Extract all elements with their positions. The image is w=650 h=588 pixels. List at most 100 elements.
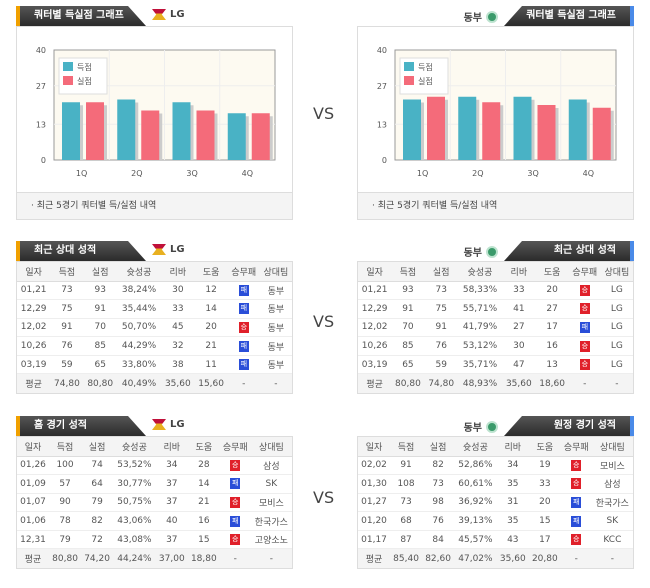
table-cell: LG [600, 281, 633, 301]
table-cell: 65 [391, 355, 425, 375]
table-cell: 57 [49, 474, 82, 494]
average-cell: 평균 [17, 548, 50, 568]
legend-label-conceded: 실점 [77, 76, 92, 86]
result-cell: 승 [568, 299, 601, 319]
table-cell: 15 [187, 530, 220, 550]
table-cell: 60,61% [454, 474, 497, 494]
legend-swatch-scored [63, 62, 73, 71]
table-cell: 73 [424, 281, 458, 301]
average-cell: 15,60 [194, 373, 228, 393]
table-cell: 98 [422, 493, 455, 513]
result-badge: 패 [238, 340, 249, 352]
table-cell: 93 [83, 281, 117, 301]
legend-label-scored: 득점 [418, 62, 433, 72]
table-cell: 68 [390, 511, 423, 531]
table-cell: 30 [502, 336, 536, 356]
x-tick-label: 2Q [472, 169, 483, 178]
table-cell: 01,09 [17, 474, 50, 494]
table-cell: 모비스 [591, 456, 633, 476]
table-row: 12,02 91 70 50,70% 45 20 승 동부 [17, 318, 292, 338]
column-header: 리바 [155, 437, 188, 457]
table-cell: LG [600, 299, 633, 319]
table-row: 01,09 57 64 30,77% 37 14 패 SK [17, 474, 292, 494]
table-cell: 45 [161, 318, 195, 338]
table-cell: 39,13% [454, 511, 497, 531]
table-cell: 01,20 [358, 511, 391, 531]
average-cell: - [591, 548, 633, 568]
table-cell: 12,02 [358, 318, 392, 338]
table-cell: 12,29 [17, 299, 51, 319]
column-header: 승무패 [560, 437, 592, 457]
table-cell: 13 [535, 355, 569, 375]
table-row: 12,29 91 75 55,71% 41 27 승 LG [358, 299, 633, 319]
table-cell: 40 [155, 511, 188, 531]
average-cell: 18,60 [535, 373, 569, 393]
result-cell: 패 [227, 281, 260, 301]
column-header: 상대팀 [591, 437, 633, 457]
result-badge: 패 [230, 515, 241, 527]
table-cell: 55,71% [457, 299, 503, 319]
column-header: 일자 [17, 262, 51, 282]
average-cell: 평균 [17, 373, 51, 393]
result-cell: 패 [560, 511, 592, 531]
result-badge: 승 [579, 340, 590, 352]
chart-footer: · 최근 5경기 쿼터별 득/실점 내역 [358, 192, 633, 219]
table-cell: 27 [502, 318, 536, 338]
table-cell: 78 [49, 511, 82, 531]
table-cell: 85 [83, 336, 117, 356]
average-cell: - [600, 373, 633, 393]
db-logo-icon [486, 420, 498, 433]
table-cell: 58,33% [457, 281, 503, 301]
table-row: 10,26 76 85 44,29% 32 21 패 동부 [17, 336, 292, 356]
stats-table: 일자 득점 실점 슛성공 리바 도움 승무패 상대팀 01,26 100 74 53,52% 34 28 승… [17, 437, 292, 568]
table-cell: 75 [424, 299, 458, 319]
y-tick-label: 0 [41, 156, 46, 165]
result-cell: 패 [227, 336, 260, 356]
x-tick-label: 2Q [131, 169, 142, 178]
average-cell: 평균 [358, 548, 391, 568]
result-badge: 승 [579, 359, 590, 371]
column-header: 도움 [194, 262, 228, 282]
table-cell: 01,17 [358, 530, 391, 550]
bar-scored [227, 113, 246, 160]
table-cell: 43,06% [113, 511, 156, 531]
panel-title: 쿼터별 득실점 그래프 [504, 6, 634, 26]
table-cell: 33 [161, 299, 195, 319]
table-row: 12,02 70 91 41,79% 27 17 패 LG [358, 318, 633, 338]
legend-swatch-conceded [404, 76, 414, 85]
table-cell: 20 [535, 281, 569, 301]
average-cell: - [250, 548, 292, 568]
average-cell: 40,49% [116, 373, 162, 393]
result-cell: 승 [560, 474, 592, 494]
column-header: 리바 [161, 262, 195, 282]
table-cell: 동부 [259, 299, 292, 319]
column-header: 실점 [424, 262, 458, 282]
table-cell: 모비스 [250, 493, 292, 513]
table-cell: 45,57% [454, 530, 497, 550]
table-cell: 삼성 [250, 456, 292, 476]
result-cell: 승 [568, 336, 601, 356]
table-row: 12,29 75 91 35,44% 33 14 패 동부 [17, 299, 292, 319]
x-tick-label: 4Q [583, 169, 594, 178]
table-cell: 70 [391, 318, 425, 338]
result-cell: 패 [219, 511, 251, 531]
table-cell: 41,79% [457, 318, 503, 338]
table-cell: 72 [81, 530, 114, 550]
column-header: 일자 [358, 262, 392, 282]
lg-logo-icon [152, 419, 166, 430]
team-name: LG [170, 9, 185, 20]
lg-home-games-panel: 홈 경기 성적 LG 일자 득점 실점 슛성공 리바 도움 승무패 상대팀 01,26 100 74 53… [16, 416, 293, 569]
bar-conceded [196, 110, 215, 160]
table-cell: 76 [422, 511, 455, 531]
table-row: 10,26 85 76 53,12% 30 16 승 LG [358, 336, 633, 356]
result-cell: 승 [219, 530, 251, 550]
vs-label: VS [313, 312, 335, 331]
y-tick-label: 13 [377, 120, 387, 129]
column-header: 승무패 [219, 437, 251, 457]
table-cell: 20 [528, 493, 561, 513]
y-tick-label: 27 [377, 82, 387, 91]
table-cell: 21 [187, 493, 220, 513]
table-cell: 33,80% [116, 355, 162, 375]
